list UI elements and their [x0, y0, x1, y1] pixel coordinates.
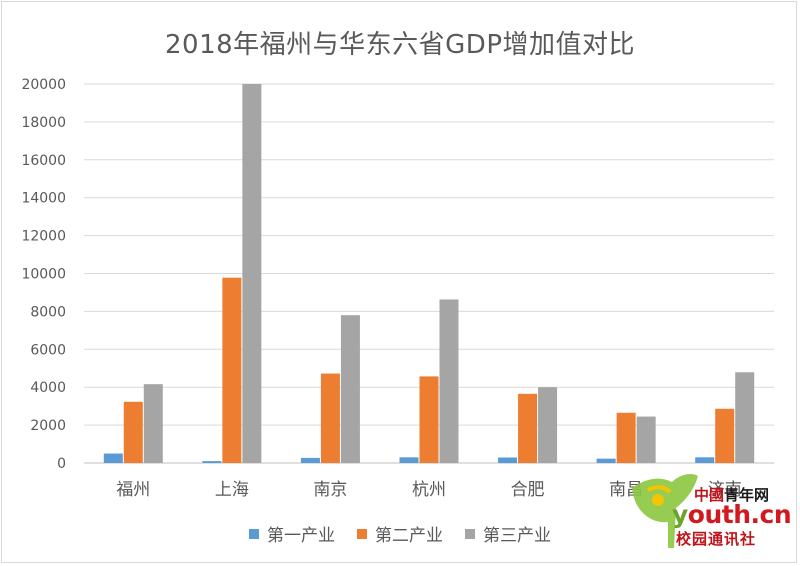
bar-南昌-第二产业 [616, 412, 636, 463]
x-tick-label: 南京 [313, 480, 347, 500]
legend-swatch [357, 528, 367, 539]
legend-label: 第一产业 [267, 526, 335, 546]
x-tick-label: 福州 [116, 480, 150, 500]
watermark-subtitle: 校园通讯社 [676, 530, 757, 548]
bar-合肥-第三产业 [538, 387, 558, 463]
legend-item: 第一产业 [249, 521, 335, 546]
bar-济南-第三产业 [735, 372, 755, 463]
bar-上海-第一产业 [202, 461, 222, 463]
bar-南昌-第一产业 [596, 458, 616, 463]
y-tick-label: 10000 [21, 267, 66, 283]
y-tick-label: 6000 [30, 342, 66, 358]
y-tick-label: 20000 [21, 77, 66, 93]
bar-福州-第一产业 [103, 453, 123, 463]
bar-南京-第三产业 [340, 315, 360, 463]
chart-legend: 第一产业 第二产业 第三产业 [0, 521, 800, 546]
y-tick-label: 14000 [21, 191, 66, 207]
watermark-site-name: 中國青年网 [694, 486, 770, 504]
watermark-domain: youth.cn [672, 500, 792, 529]
bar-杭州-第一产业 [399, 457, 419, 463]
bar-杭州-第二产业 [419, 376, 439, 463]
bar-合肥-第一产业 [498, 457, 518, 463]
bar-南京-第二产业 [320, 373, 340, 463]
x-tick-label: 杭州 [412, 480, 446, 500]
bar-济南-第二产业 [715, 408, 735, 463]
bar-福州-第二产业 [123, 401, 143, 463]
y-tick-label: 8000 [30, 304, 66, 320]
x-tick-label: 上海 [215, 480, 249, 500]
bar-合肥-第二产业 [518, 393, 538, 463]
bar-上海-第三产业 [242, 84, 262, 463]
y-tick-label: 2000 [30, 418, 66, 434]
bar-上海-第二产业 [222, 277, 242, 463]
bar-南昌-第三产业 [636, 416, 656, 463]
legend-item: 第三产业 [465, 521, 551, 546]
chart-title: 2018年福州与华东六省GDP增加值对比 [164, 30, 635, 60]
legend-label: 第三产业 [483, 526, 551, 546]
ginkgo-leaf-logo [632, 474, 698, 548]
y-tick-label: 16000 [21, 153, 66, 169]
bar-福州-第三产业 [143, 384, 163, 463]
y-tick-label: 12000 [21, 229, 66, 245]
legend-swatch [465, 528, 475, 539]
legend-label: 第二产业 [375, 526, 443, 546]
legend-swatch [249, 528, 259, 539]
x-tick-label: 合肥 [511, 480, 545, 500]
y-tick-label: 18000 [21, 115, 66, 131]
y-tick-label: 0 [57, 456, 66, 472]
bar-杭州-第三产业 [439, 299, 459, 463]
legend-item: 第二产业 [357, 521, 443, 546]
y-tick-label: 4000 [30, 380, 66, 396]
bar-济南-第一产业 [695, 457, 715, 463]
x-tick-label: 济南 [708, 480, 742, 500]
bar-南京-第一产业 [300, 457, 320, 463]
youth-cn-watermark: 中國青年网 youth.cn 校园通讯社 [628, 470, 792, 550]
